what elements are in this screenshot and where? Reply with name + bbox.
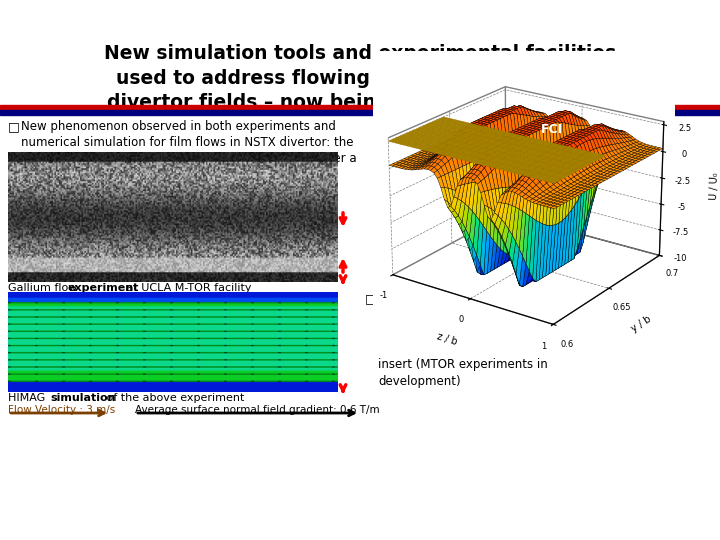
Text: New simulation tools and experimental facilities
used to address flowing liquid : New simulation tools and experimental fa…: [104, 44, 616, 112]
Text: HIMAG: HIMAG: [8, 393, 49, 403]
Text: New phenomenon observed in both experiments and
numerical simulation for film fl: New phenomenon observed in both experime…: [21, 120, 356, 181]
Y-axis label: y / b: y / b: [629, 314, 652, 334]
X-axis label: z / b: z / b: [436, 332, 459, 347]
Text: Flow Velocity : 3 m/s: Flow Velocity : 3 m/s: [8, 405, 115, 415]
Text: Simulation with MHD research
code (at UCLA) shows tendency
for strong reversed f: Simulation with MHD research code (at UC…: [378, 292, 575, 388]
Text: simulation: simulation: [50, 393, 115, 403]
Text: Average surface normal field gradient: 0.6 T/m: Average surface normal field gradient: 0…: [135, 405, 379, 415]
Text: at UCLA M-TOR facility: at UCLA M-TOR facility: [123, 283, 251, 293]
Text: experiment: experiment: [68, 283, 140, 293]
Bar: [195, 232, 295, 247]
Text: Gallium flow: Gallium flow: [8, 283, 81, 293]
Bar: [0, 110, 720, 115]
Text: □: □: [365, 292, 377, 305]
Text: □: □: [8, 120, 19, 133]
Text: of the above experiment: of the above experiment: [103, 393, 244, 403]
Bar: [0, 105, 720, 110]
Text: Pinching in: Pinching in: [220, 234, 270, 244]
